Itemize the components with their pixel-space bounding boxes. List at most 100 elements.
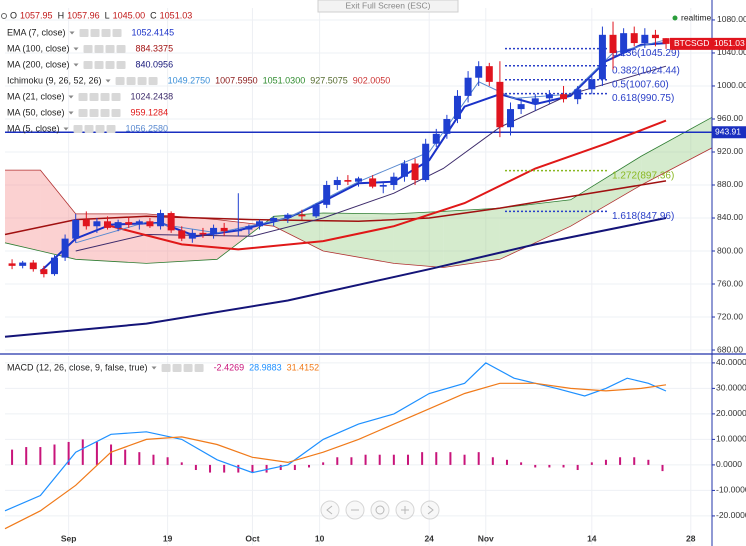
ohlc-key: H	[58, 10, 65, 20]
candle-body	[19, 262, 27, 266]
candle-body	[517, 104, 525, 110]
histogram-bar	[421, 452, 424, 465]
study-icon	[90, 29, 100, 37]
candle-body	[496, 81, 504, 128]
candle-body	[422, 143, 430, 181]
histogram-bar	[265, 464, 268, 473]
caret	[68, 111, 74, 115]
candle-body	[93, 221, 101, 227]
candle-body	[312, 204, 320, 217]
macd-name: MACD (12, 26, close, 9, false, true)	[7, 362, 148, 372]
candle-body	[485, 66, 493, 82]
study-value: 1052.4145	[132, 27, 175, 37]
study-icon	[106, 125, 116, 133]
histogram-bar	[11, 449, 14, 465]
study-icon	[161, 364, 171, 372]
histogram-bar	[619, 457, 622, 465]
study-value: 884.3375	[136, 43, 174, 53]
histogram-bar	[449, 452, 452, 465]
y-tick-label: 1000.00	[717, 80, 746, 90]
histogram-bar	[647, 459, 650, 465]
layers: 0.236(1045.29) 0.382(1024.44) 0.5(1007.60)…	[4, 8, 713, 545]
candle-body	[598, 34, 606, 80]
candle-body	[432, 133, 440, 144]
study-icon	[116, 45, 126, 53]
y-tick-label: 920.00	[717, 146, 743, 156]
histogram-bar	[237, 464, 240, 473]
fib-label: 0.236(1045.29)	[612, 48, 680, 59]
histogram-bar	[590, 462, 593, 465]
cloud-fill	[5, 170, 41, 251]
caret	[73, 63, 79, 67]
candle-body	[379, 184, 387, 187]
realtime-label: realtime	[681, 12, 712, 22]
candle-body	[284, 214, 292, 218]
ohlc-key: L	[105, 10, 110, 20]
candle-body	[234, 229, 242, 232]
study-name: MA (5, close)	[7, 123, 60, 133]
price-tag-value: 1051.03	[714, 38, 745, 48]
macd-line	[4, 362, 667, 512]
histogram-bar	[95, 441, 98, 465]
y-tick-label: 880.00	[717, 179, 743, 189]
nav-prev[interactable]	[320, 500, 340, 520]
x-tick-label: Oct	[245, 533, 259, 543]
exit-tab[interactable]	[317, 0, 459, 13]
study-icon	[73, 125, 83, 133]
candle-body	[574, 89, 582, 100]
nav-reset[interactable]	[370, 500, 390, 520]
candle-body	[178, 230, 186, 239]
study-icon	[101, 29, 111, 37]
y-tick-label: 30.0000	[716, 383, 746, 393]
ohlc-value: 1051.03	[160, 10, 193, 20]
candle-body	[390, 176, 398, 185]
histogram-bar	[124, 449, 127, 465]
candle-body	[125, 222, 133, 225]
study-icon	[137, 77, 147, 85]
nav-next[interactable]	[420, 500, 440, 520]
study-value: 927.5075	[310, 75, 348, 85]
study-value: 1049.2750	[168, 75, 211, 85]
candle-body	[400, 163, 408, 177]
study-icon	[116, 61, 126, 69]
histogram-bar	[308, 464, 311, 468]
candle-body	[464, 77, 472, 96]
candle-body	[50, 257, 58, 275]
study-name: Ichimoku (9, 26, 52, 26)	[7, 75, 102, 85]
candle-body	[641, 34, 649, 44]
cloud-fill	[393, 211, 444, 268]
study-icon	[89, 109, 99, 117]
candle-body	[72, 219, 80, 239]
cloud-fill	[323, 213, 394, 264]
histogram-bar	[548, 464, 551, 468]
price-tag-symbol: BTCSGD	[674, 38, 709, 48]
caret	[151, 366, 157, 370]
study-icon	[83, 45, 93, 53]
y-tick-label: 1040.00	[717, 47, 746, 57]
study-value: 1056.2580	[126, 123, 169, 133]
ohlc-value: 1045.00	[113, 10, 146, 20]
exit-label[interactable]: Exit Full Screen (ESC)	[345, 0, 430, 10]
nav-controls	[320, 500, 440, 520]
study-icon	[100, 93, 110, 101]
fib-label: 1.618(847.96)	[612, 211, 674, 222]
ohlc-key: O	[10, 10, 17, 20]
candle-body	[29, 262, 37, 270]
histogram-bar	[152, 454, 155, 465]
study-icon	[100, 109, 110, 117]
study-icon	[94, 61, 104, 69]
cloud-fill	[641, 117, 712, 185]
candle-body	[167, 213, 175, 231]
price-line-label: 943.91	[715, 127, 741, 137]
histogram-bar	[576, 464, 579, 471]
price-line-tag	[712, 126, 746, 139]
candle-body	[355, 178, 362, 182]
candle-body	[475, 66, 483, 78]
candle-body	[199, 232, 207, 235]
x-tick-label: 19	[163, 533, 173, 543]
histogram-bar	[364, 454, 367, 465]
candle-body	[245, 226, 253, 230]
caret	[73, 47, 79, 51]
study-icon	[79, 29, 89, 37]
